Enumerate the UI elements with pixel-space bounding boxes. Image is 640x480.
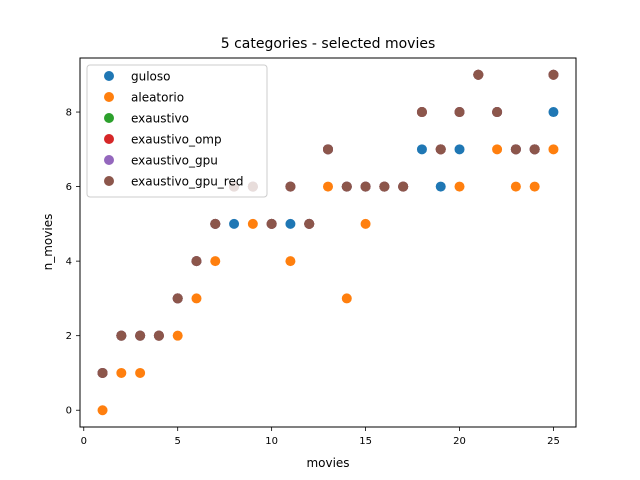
x-tick-label: 20 — [453, 436, 466, 447]
point-aleatorio-20 — [454, 181, 465, 192]
x-tick-label: 10 — [265, 436, 278, 447]
x-axis-label: movies — [306, 456, 349, 470]
point-exaustivo_gpu_red-2 — [116, 330, 127, 341]
point-exaustivo_gpu_red-11 — [285, 181, 296, 192]
legend-marker-exaustivo_gpu — [104, 155, 114, 165]
legend-marker-exaustivo_omp — [104, 134, 114, 144]
point-aleatorio-25 — [548, 144, 559, 155]
point-guloso-19 — [435, 181, 446, 192]
point-exaustivo_gpu_red-20 — [454, 107, 465, 118]
point-aleatorio-5 — [172, 330, 183, 341]
point-exaustivo_gpu_red-5 — [172, 293, 183, 304]
point-aleatorio-9 — [247, 218, 258, 229]
chart-title: 5 categories - selected movies — [221, 36, 436, 52]
point-exaustivo_gpu_red-24 — [529, 144, 540, 155]
point-exaustivo_gpu_red-22 — [492, 107, 503, 118]
point-exaustivo_gpu_red-21 — [473, 69, 484, 80]
point-aleatorio-3 — [135, 367, 146, 378]
legend-label-exaustivo_omp: exaustivo_omp — [131, 133, 222, 147]
x-tick-label: 5 — [175, 436, 181, 447]
point-exaustivo_gpu_red-14 — [341, 181, 352, 192]
y-tick-label: 2 — [66, 331, 72, 342]
point-guloso-20 — [454, 144, 465, 155]
data-points — [97, 69, 559, 416]
point-exaustivo_gpu_red-12 — [304, 218, 315, 229]
point-aleatorio-23 — [510, 181, 521, 192]
point-exaustivo_gpu_red-23 — [510, 144, 521, 155]
point-guloso-18 — [416, 144, 427, 155]
legend-marker-exaustivo_gpu_red — [104, 176, 114, 186]
point-aleatorio-24 — [529, 181, 540, 192]
legend-label-guloso: guloso — [131, 70, 171, 84]
x-tick-label: 25 — [547, 436, 560, 447]
point-exaustivo_gpu_red-1 — [97, 367, 108, 378]
x-axis: 0 5 10 15 20 25 — [81, 427, 560, 447]
legend-marker-guloso — [104, 71, 114, 81]
legend-marker-exaustivo — [104, 113, 114, 123]
point-guloso-25 — [548, 107, 559, 118]
point-aleatorio-22 — [492, 144, 503, 155]
point-aleatorio-14 — [341, 293, 352, 304]
point-guloso-11 — [285, 218, 296, 229]
point-aleatorio-2 — [116, 367, 127, 378]
point-exaustivo_gpu_red-15 — [360, 181, 371, 192]
point-exaustivo_gpu_red-19 — [435, 144, 446, 155]
point-aleatorio-11 — [285, 256, 296, 267]
legend-box — [86, 64, 268, 198]
y-tick-label: 8 — [66, 108, 72, 119]
plot-frame — [79, 57, 577, 428]
point-exaustivo_gpu_red-6 — [191, 256, 202, 267]
point-exaustivo_gpu_red-3 — [135, 330, 146, 341]
y-axis: 0 2 4 6 8 — [66, 108, 80, 417]
point-aleatorio-13 — [323, 181, 333, 192]
point-exaustivo_gpu_red-17 — [398, 181, 409, 192]
legend-label-exaustivo_gpu: exaustivo_gpu — [131, 154, 218, 168]
point-exaustivo_gpu_red-16 — [379, 181, 390, 192]
point-exaustivo_gpu_red-13 — [323, 144, 333, 155]
y-tick-label: 6 — [66, 182, 72, 193]
y-tick-label: 4 — [66, 257, 72, 268]
point-aleatorio-15 — [360, 218, 371, 229]
point-exaustivo_gpu_red-7 — [210, 218, 221, 229]
legend-label-aleatorio: aleatorio — [131, 91, 184, 105]
point-aleatorio-7 — [210, 256, 221, 267]
y-tick-label: 0 — [66, 406, 72, 417]
y-axis-label: n_movies — [41, 214, 55, 271]
legend: guloso aleatorio exaustivo exaustivo_ompexa… — [86, 64, 268, 198]
legend-label-exaustivo_gpu_red: exaustivo_gpu_red — [131, 175, 243, 189]
legend-label-exaustivo: exaustivo — [131, 112, 189, 126]
x-tick-label: 0 — [81, 436, 87, 447]
point-aleatorio-6 — [191, 293, 202, 304]
point-exaustivo_gpu_red-25 — [548, 69, 559, 80]
point-aleatorio-1 — [97, 405, 108, 416]
point-exaustivo_gpu_red-4 — [153, 330, 164, 341]
point-exaustivo_gpu_red-18 — [416, 107, 427, 118]
legend-marker-aleatorio — [104, 92, 114, 102]
point-exaustivo_gpu_red-10 — [266, 218, 277, 229]
point-guloso-8 — [229, 218, 240, 229]
x-tick-label: 15 — [359, 436, 372, 447]
